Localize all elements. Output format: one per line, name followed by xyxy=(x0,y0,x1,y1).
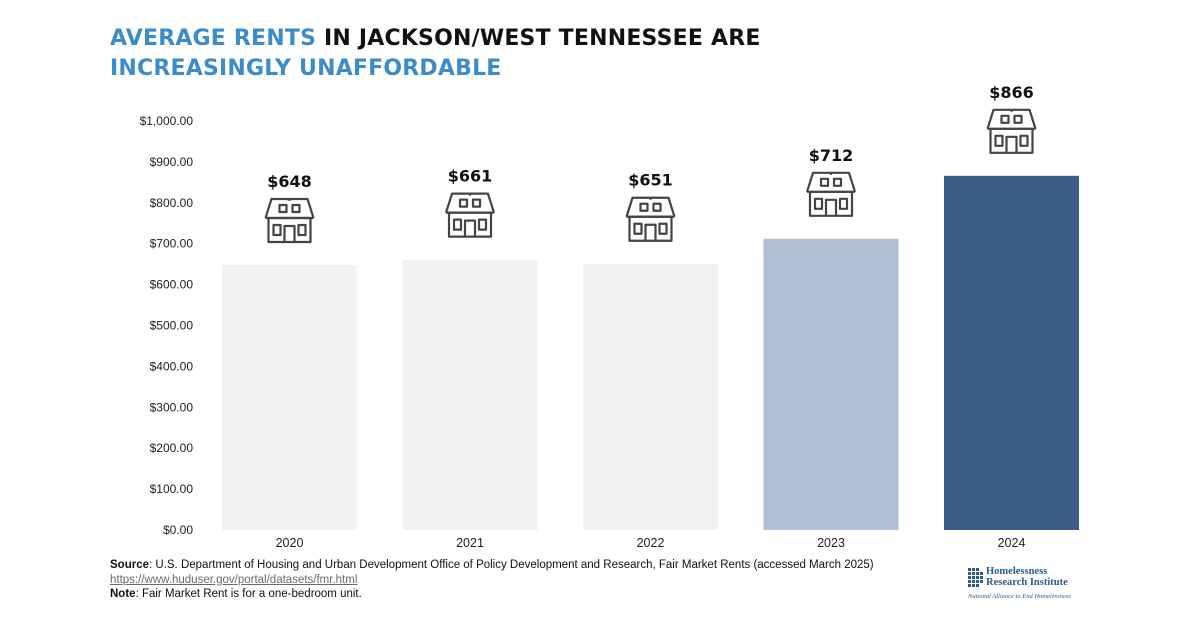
y-tick-label: $600.00 xyxy=(150,278,194,292)
note-text: : Fair Market Rent is for a one-bedroom … xyxy=(135,588,362,600)
chart-title: AVERAGE RENTS IN JACKSON/WEST TENNESSEE … xyxy=(110,24,1010,84)
source-link[interactable]: https://www.huduser.gov/portal/datasets/… xyxy=(110,573,358,586)
y-tick-label: $100.00 xyxy=(150,482,194,496)
y-tick-label: $700.00 xyxy=(150,237,194,251)
house-icon xyxy=(805,171,857,217)
bar xyxy=(402,259,538,530)
x-tick-label: 2021 xyxy=(456,536,484,550)
x-tick-label: 2020 xyxy=(276,536,304,550)
logo-line2: Research Institute xyxy=(986,577,1068,588)
logo-line1: Homelessness xyxy=(986,566,1048,577)
bar xyxy=(583,263,718,530)
y-tick-label: $500.00 xyxy=(150,319,194,333)
title-line2: INCREASINGLY UNAFFORDABLE xyxy=(110,56,502,81)
y-tick-label: $800.00 xyxy=(150,196,194,210)
footer-notes: Source: U.S. Department of Housing and U… xyxy=(110,558,970,602)
data-label: $651 xyxy=(628,171,673,190)
hri-logo: Homelessness Research Institute National… xyxy=(968,566,1098,606)
house-icon xyxy=(264,197,315,244)
note-line: Note: Fair Market Rent is for a one-bedr… xyxy=(110,587,970,602)
source-label: Source xyxy=(110,559,149,571)
house-icon xyxy=(986,108,1037,154)
note-label: Note xyxy=(110,588,136,600)
y-tick-label: $900.00 xyxy=(150,155,194,169)
title-rest: IN JACKSON/WEST TENNESSEE ARE xyxy=(316,26,761,51)
source-text: : U.S. Department of Housing and Urban D… xyxy=(149,559,874,571)
bar-chart: $0.00 $100.00 $200.00 $300.00 $400.00 $500.00… xyxy=(140,83,1079,550)
bar xyxy=(944,175,1079,530)
x-tick-label: 2024 xyxy=(998,536,1026,550)
logo-name: Homelessness Research Institute xyxy=(986,566,1068,588)
house-icon xyxy=(625,196,676,242)
bar xyxy=(222,264,357,530)
data-label: $648 xyxy=(267,172,312,191)
y-tick-label: $200.00 xyxy=(150,441,194,455)
y-tick-label: $1,000.00 xyxy=(140,114,194,128)
data-label: $661 xyxy=(448,167,493,186)
source-line: Source: U.S. Department of Housing and U… xyxy=(110,558,970,573)
title-accent: AVERAGE RENTS xyxy=(110,26,317,51)
bar xyxy=(763,238,899,531)
y-tick-label: $0.00 xyxy=(163,523,193,537)
house-icon xyxy=(444,192,496,238)
data-label: $866 xyxy=(989,83,1034,102)
logo-tagline: National Alliance to End Homelessness xyxy=(968,593,1071,600)
x-tick-label: 2023 xyxy=(817,536,845,550)
data-label: $712 xyxy=(809,146,854,165)
y-tick-label: $400.00 xyxy=(150,359,194,373)
y-tick-label: $300.00 xyxy=(150,400,194,414)
x-tick-label: 2022 xyxy=(637,536,665,550)
logo-dots-icon xyxy=(968,568,983,587)
